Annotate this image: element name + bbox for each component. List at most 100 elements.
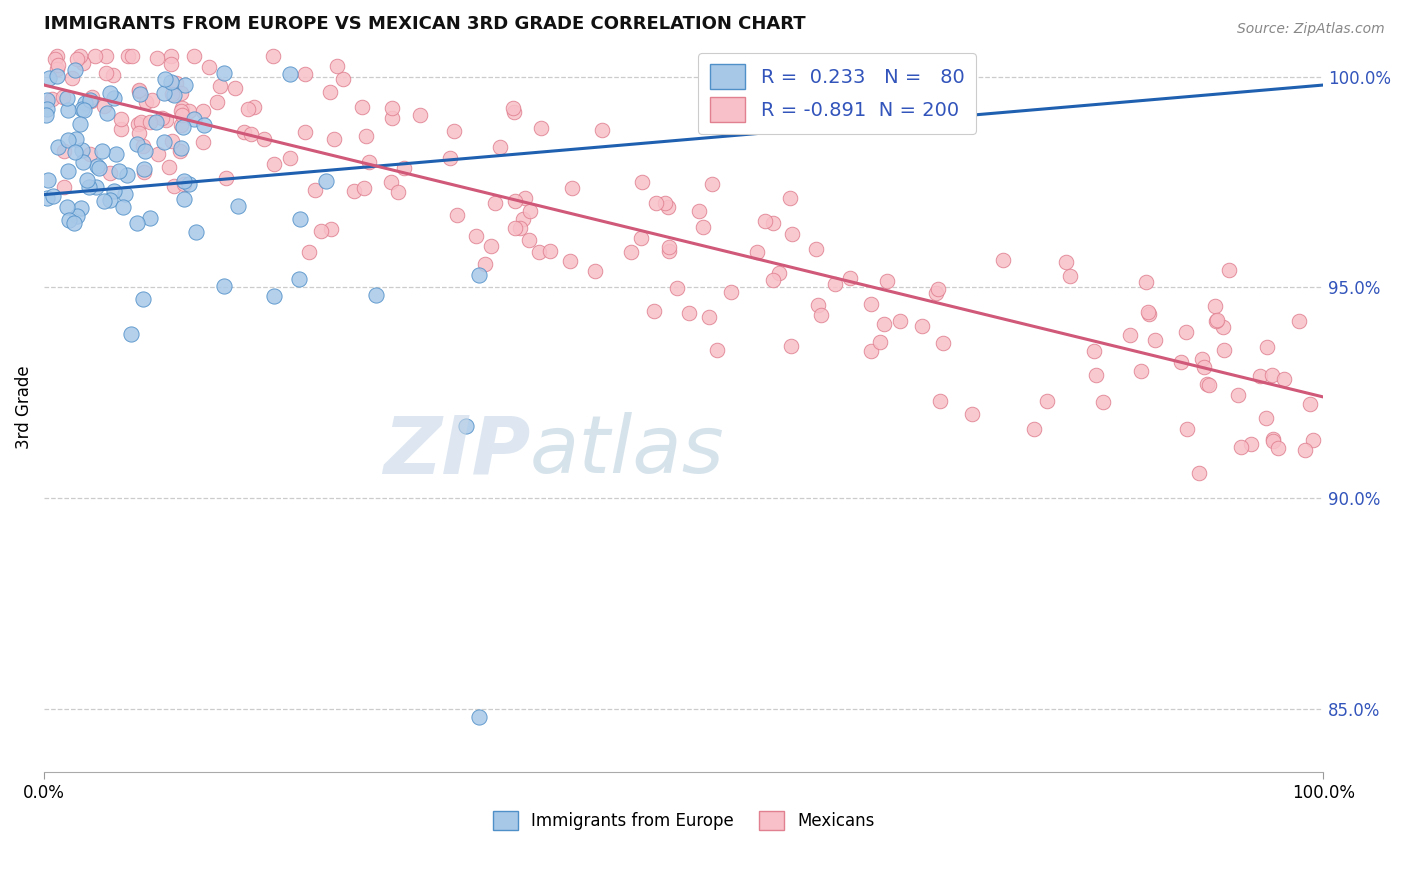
- Point: [173, 174, 195, 188]
- Point: [1135, 275, 1157, 289]
- Point: [155, 112, 177, 127]
- Point: [591, 123, 613, 137]
- Point: [1191, 351, 1213, 366]
- Point: [104, 147, 127, 161]
- Point: [315, 174, 337, 188]
- Point: [706, 343, 728, 357]
- Point: [134, 144, 156, 158]
- Point: [174, 78, 197, 92]
- Point: [131, 292, 153, 306]
- Point: [80, 94, 103, 108]
- Point: [129, 115, 152, 129]
- Point: [780, 227, 803, 241]
- Point: [179, 177, 201, 191]
- Point: [65, 52, 87, 66]
- Point: [657, 200, 679, 214]
- Point: [128, 127, 150, 141]
- Point: [243, 100, 266, 114]
- Point: [294, 67, 316, 81]
- Point: [1212, 320, 1234, 334]
- Point: [52, 89, 75, 103]
- Point: [1036, 393, 1059, 408]
- Point: [153, 87, 176, 101]
- Point: [288, 211, 311, 226]
- Point: [120, 326, 142, 341]
- Point: [925, 285, 948, 300]
- Text: IMMIGRANTS FROM EUROPE VS MEXICAN 3RD GRADE CORRELATION CHART: IMMIGRANTS FROM EUROPE VS MEXICAN 3RD GR…: [44, 15, 806, 33]
- Point: [98, 193, 121, 207]
- Point: [1218, 263, 1240, 277]
- Point: [160, 134, 183, 148]
- Point: [41, 189, 63, 203]
- Point: [779, 190, 801, 204]
- Point: [720, 285, 742, 299]
- Point: [288, 272, 311, 286]
- Point: [35, 102, 58, 116]
- Point: [319, 222, 342, 236]
- Point: [1137, 307, 1160, 321]
- Point: [319, 86, 342, 100]
- Point: [127, 117, 149, 131]
- Point: [1084, 368, 1107, 383]
- Point: [1144, 333, 1167, 347]
- Point: [585, 264, 607, 278]
- Point: [876, 274, 898, 288]
- Point: [468, 710, 491, 724]
- Point: [75, 96, 97, 111]
- Point: [232, 125, 254, 139]
- Point: [132, 139, 155, 153]
- Point: [1192, 359, 1215, 374]
- Point: [927, 282, 949, 296]
- Legend: Immigrants from Europe, Mexicans: Immigrants from Europe, Mexicans: [486, 804, 882, 837]
- Point: [1299, 396, 1322, 410]
- Point: [132, 161, 155, 176]
- Point: [1226, 387, 1249, 401]
- Point: [239, 128, 262, 142]
- Point: [46, 58, 69, 72]
- Y-axis label: 3rd Grade: 3rd Grade: [15, 366, 32, 450]
- Point: [278, 151, 301, 165]
- Point: [191, 104, 214, 119]
- Point: [35, 94, 58, 108]
- Point: [439, 151, 461, 165]
- Point: [666, 281, 689, 295]
- Point: [70, 201, 93, 215]
- Point: [1212, 343, 1234, 357]
- Point: [1091, 394, 1114, 409]
- Point: [53, 145, 76, 159]
- Point: [354, 129, 377, 144]
- Point: [1206, 313, 1229, 327]
- Point: [117, 48, 139, 62]
- Point: [215, 170, 238, 185]
- Text: ZIP: ZIP: [382, 412, 530, 491]
- Point: [993, 252, 1015, 267]
- Point: [392, 161, 415, 175]
- Point: [45, 69, 67, 83]
- Point: [558, 254, 581, 268]
- Point: [115, 168, 138, 182]
- Point: [658, 244, 681, 258]
- Point: [173, 177, 195, 191]
- Point: [236, 102, 259, 116]
- Point: [1204, 299, 1226, 313]
- Point: [103, 184, 125, 198]
- Point: [343, 184, 366, 198]
- Point: [63, 217, 86, 231]
- Point: [322, 132, 344, 146]
- Point: [278, 67, 301, 81]
- Point: [101, 68, 124, 82]
- Point: [35, 191, 58, 205]
- Point: [678, 305, 700, 319]
- Point: [366, 288, 388, 302]
- Point: [859, 297, 882, 311]
- Point: [72, 55, 94, 70]
- Point: [1240, 437, 1263, 451]
- Point: [754, 214, 776, 228]
- Point: [108, 163, 131, 178]
- Point: [150, 111, 173, 125]
- Point: [79, 147, 101, 161]
- Point: [45, 48, 67, 62]
- Point: [1136, 305, 1159, 319]
- Point: [294, 125, 316, 139]
- Point: [198, 60, 221, 74]
